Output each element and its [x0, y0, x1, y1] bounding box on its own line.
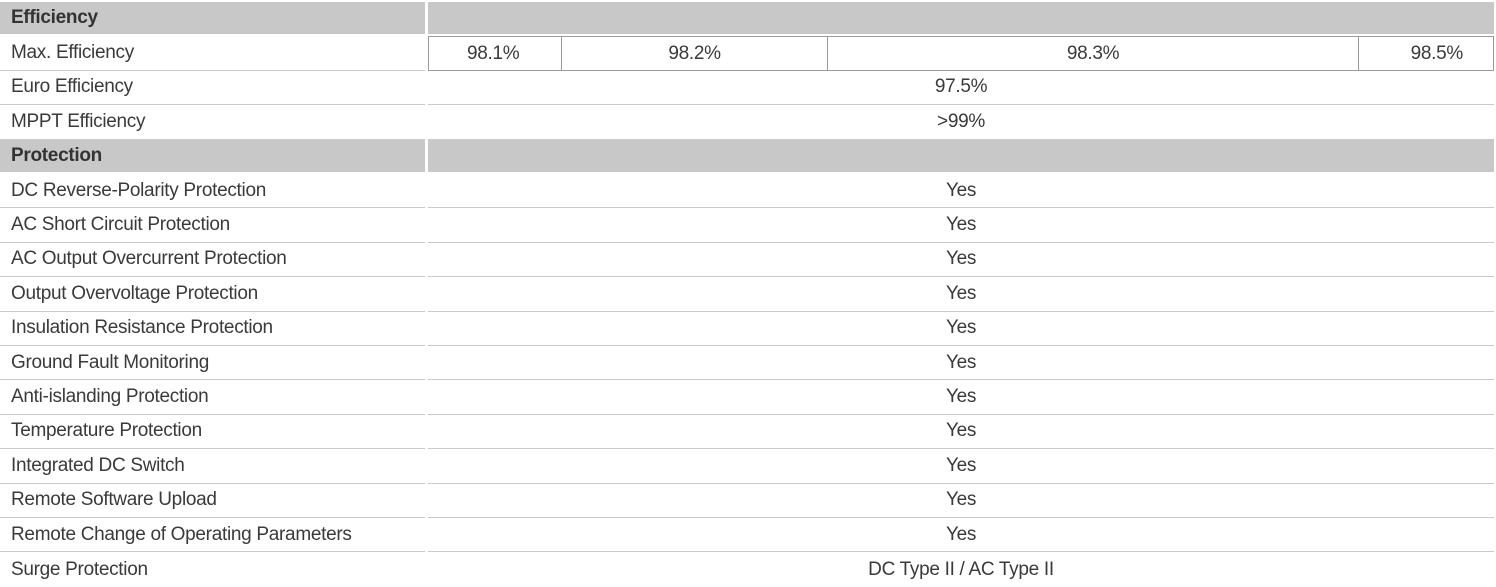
row-label: Max. Efficiency	[0, 36, 425, 71]
value-cell: Yes	[428, 415, 1494, 450]
value-cell: Yes	[428, 518, 1494, 553]
value-cell: 98.2%	[561, 36, 828, 71]
value-cell: 98.1%	[428, 36, 562, 71]
row-label: Temperature Protection	[0, 415, 425, 450]
row-label: Remote Change of Operating Parameters	[0, 518, 425, 553]
row-label: Anti-islanding Protection	[0, 380, 425, 415]
section-title: Protection	[0, 139, 425, 172]
row-label: AC Short Circuit Protection	[0, 208, 425, 243]
section-bar	[428, 139, 1494, 172]
section-bar	[428, 2, 1494, 35]
value-cell: DC Type II / AC Type II	[868, 558, 1054, 580]
value-cell: Yes	[428, 243, 1494, 278]
value-cell: Yes	[428, 208, 1494, 243]
value-cell: >99%	[428, 105, 1494, 140]
value-cell: Yes	[428, 277, 1494, 312]
value-cell: Yes	[428, 174, 1494, 209]
row-label: Integrated DC Switch	[0, 449, 425, 484]
value-cell: Yes	[428, 449, 1494, 484]
row-label: MPPT Efficiency	[0, 105, 425, 140]
row-label: Insulation Resistance Protection	[0, 312, 425, 346]
row-label: AC Output Overcurrent Protection	[0, 243, 425, 278]
value-cell: Yes	[428, 484, 1494, 518]
value-cell: Yes	[428, 380, 1494, 415]
row-label: Surge Protection	[11, 558, 148, 580]
value-cell: 98.5%	[1358, 36, 1494, 71]
value-cell: 97.5%	[428, 71, 1494, 106]
section-title: Efficiency	[0, 2, 425, 35]
row-label: Output Overvoltage Protection	[0, 277, 425, 312]
row-label: Euro Efficiency	[0, 71, 425, 106]
row-label: DC Reverse-Polarity Protection	[0, 174, 425, 209]
value-cell: Yes	[428, 346, 1494, 381]
value-cell: 98.3%	[827, 36, 1359, 71]
row-label: Remote Software Upload	[0, 484, 425, 518]
value-cell: Yes	[428, 312, 1494, 346]
row-label: Ground Fault Monitoring	[0, 346, 425, 381]
